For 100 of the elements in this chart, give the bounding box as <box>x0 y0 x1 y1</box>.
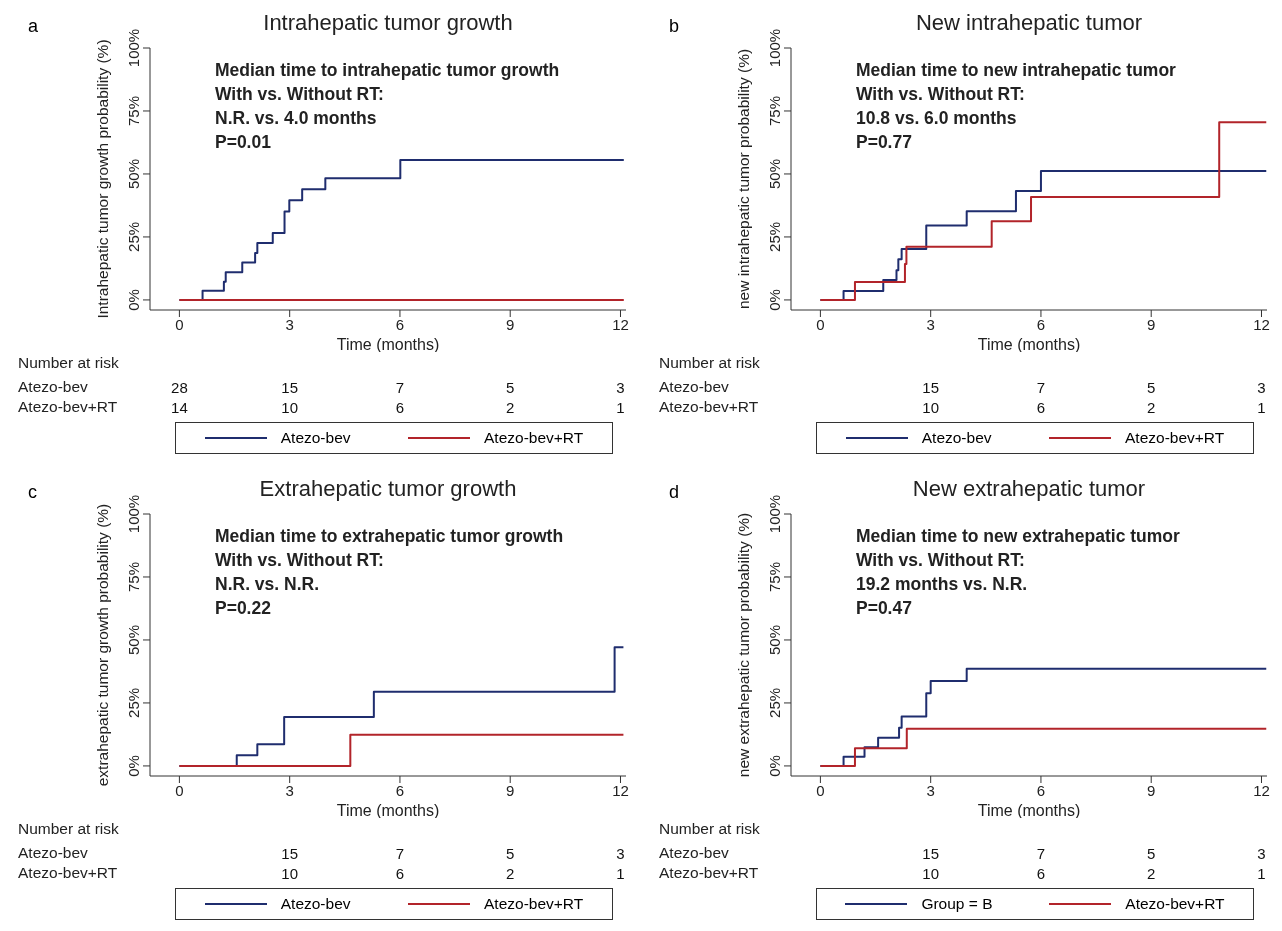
text: Number at risk <box>18 354 119 372</box>
text: Atezo-bev+RT <box>18 863 118 882</box>
annotation: 19.2 months vs. N.R. <box>856 572 1029 596</box>
text: Number at risk <box>659 354 760 372</box>
text: 7 <box>1035 844 1047 862</box>
x-tick-label: 6 <box>1036 315 1046 333</box>
text: 5 <box>1146 379 1157 396</box>
text: 15 <box>921 844 940 862</box>
x-tick-label: 12 <box>612 781 629 799</box>
y-tick-label: 25% <box>125 687 142 718</box>
text: 3 <box>615 844 626 862</box>
annotation: P=0.01 <box>215 131 272 154</box>
annotation: With vs. Without RT: <box>215 83 385 106</box>
text: Number at risk <box>659 819 760 838</box>
annotation: 10.8 vs. 6.0 months <box>856 107 1018 130</box>
annotation: N.R. vs. N.R. <box>215 572 321 596</box>
annotation: Median time to extrahepatic tumor growth <box>215 524 564 548</box>
text: d <box>669 481 680 503</box>
y-tick-label: 50% <box>125 624 142 655</box>
y-tick-label: 25% <box>766 687 783 718</box>
legend-label: Group = B <box>921 894 993 913</box>
text: 6 <box>394 399 406 416</box>
legend-label: Atezo-bev <box>280 429 351 447</box>
y-tick-label: 100% <box>766 28 783 68</box>
text: 6 <box>1035 399 1047 416</box>
y-tick-label: 100% <box>766 494 783 533</box>
text: Atezo-bev <box>18 843 88 862</box>
text: 5 <box>1146 844 1157 862</box>
text: 10 <box>921 399 940 416</box>
y-tick-label: 100% <box>125 28 142 68</box>
y-axis-title: Intrahepatic tumor growth probability (%) <box>93 39 111 319</box>
y-tick-label: 25% <box>766 221 783 252</box>
annotation: With vs. Without RT: <box>856 548 1026 572</box>
annotation: P=0.77 <box>856 131 913 154</box>
legend-label: Atezo-bev+RT <box>1125 429 1225 447</box>
text: 3 <box>1256 379 1267 396</box>
y-tick-label: 0% <box>766 754 783 777</box>
y-tick-label: 75% <box>766 95 783 126</box>
y-tick-label: 50% <box>766 158 783 189</box>
text: 5 <box>505 379 516 396</box>
chart-title: Extrahepatic tumor growth <box>258 475 518 502</box>
x-tick-label: 9 <box>506 315 515 333</box>
x-tick-label: 6 <box>1036 781 1046 799</box>
y-tick-label: 0% <box>125 289 142 311</box>
y-axis-title: new extrahepatic tumor probability (%) <box>734 512 752 777</box>
x-tick-label: 9 <box>1147 781 1156 799</box>
x-tick-label: 3 <box>926 781 935 799</box>
annotation: P=0.22 <box>215 596 272 620</box>
chart-title: Intrahepatic tumor growth <box>262 10 514 36</box>
text: 10 <box>921 864 940 882</box>
chart-title: New extrahepatic tumor <box>911 475 1147 502</box>
y-tick-label: 0% <box>766 289 783 311</box>
text: a <box>28 16 39 37</box>
x-tick-label: 0 <box>816 315 825 333</box>
text: Atezo-bev+RT <box>659 863 759 882</box>
text: 6 <box>1035 864 1047 882</box>
annotation: Median time to new extrahepatic tumor <box>856 524 1180 548</box>
x-tick-label: 12 <box>612 315 629 333</box>
x-tick-label: 3 <box>926 315 935 333</box>
text: 5 <box>505 844 516 862</box>
text: 3 <box>615 379 626 396</box>
y-tick-label: 50% <box>125 158 142 189</box>
x-tick-label: 0 <box>816 781 825 799</box>
text: 6 <box>394 864 406 882</box>
text: 3 <box>1256 844 1267 862</box>
y-tick-label: 50% <box>766 624 783 655</box>
x-tick-label: 3 <box>285 315 294 333</box>
text: 1 <box>1256 864 1267 882</box>
text: 1 <box>615 399 626 416</box>
text: 15 <box>921 379 940 396</box>
legend-label: Atezo-bev+RT <box>1125 894 1225 913</box>
annotation: N.R. vs. 4.0 months <box>215 107 378 130</box>
text: Atezo-bev+RT <box>659 398 759 416</box>
x-tick-label: 6 <box>395 781 405 799</box>
text: 1 <box>615 864 626 882</box>
x-tick-label: 6 <box>395 315 405 333</box>
text: 15 <box>280 844 299 862</box>
y-tick-label: 75% <box>125 95 142 126</box>
annotation: Median time to new intrahepatic tumor <box>856 59 1176 82</box>
annotation: With vs. Without RT: <box>856 83 1026 106</box>
text: 2 <box>1146 864 1157 882</box>
x-tick-label: 9 <box>506 781 515 799</box>
text: 28 <box>170 379 189 396</box>
text: 7 <box>394 844 406 862</box>
y-tick-label: 0% <box>125 754 142 777</box>
x-tick-label: 12 <box>1253 315 1270 333</box>
text: Atezo-bev+RT <box>18 398 118 416</box>
x-tick-label: 0 <box>175 315 184 333</box>
text: 14 <box>170 399 189 416</box>
text: 7 <box>1035 379 1047 396</box>
y-tick-label: 75% <box>766 561 783 592</box>
legend-label: Atezo-bev+RT <box>484 894 584 913</box>
legend-label: Atezo-bev <box>280 894 351 913</box>
text: 1 <box>1256 399 1267 416</box>
y-axis-title: new intrahepatic tumor probability (%) <box>734 48 752 310</box>
text: c <box>28 481 37 503</box>
x-tick-label: 3 <box>285 781 294 799</box>
text: 10 <box>280 864 299 882</box>
y-axis-title: extrahepatic tumor growth probability (%) <box>93 503 111 786</box>
legend-label: Atezo-bev <box>921 429 992 447</box>
